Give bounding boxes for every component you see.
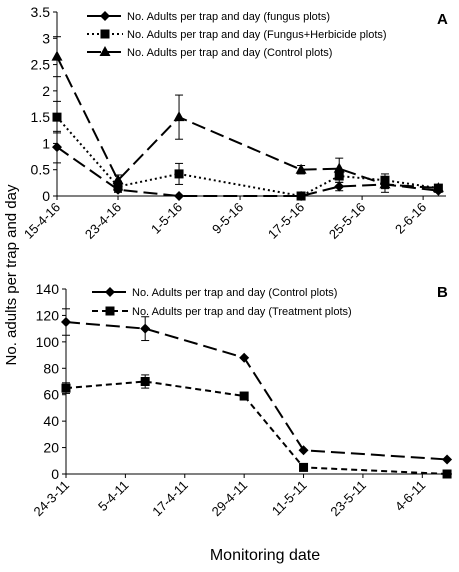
y-tick-label: 60 [43,387,59,403]
data-point [52,112,62,122]
y-tick-label: 80 [43,360,59,376]
x-tick-label: 15-4-16 [21,200,63,242]
data-point [334,181,345,192]
x-tick-label: 23-5-11 [327,478,369,520]
y-tick-label: 0 [51,466,59,482]
y-tick-label: 120 [36,307,60,323]
data-point [61,317,71,328]
x-tick-label: 24-3-11 [31,478,73,520]
y-tick-label: 20 [43,440,59,456]
data-point [239,391,249,401]
data-point [333,162,345,173]
series-2 [61,374,452,479]
chart-panel-a: 0 0.5 1 1.5 2 2.5 3 3.5 15-4-16 23-4-16 1-5-16 9-5-… [21,4,448,242]
legend-marker [100,29,110,39]
y-tick-label: 3 [42,30,50,46]
legend: No. Adults per trap and day (fungus plot… [87,11,387,59]
data-point [174,191,185,201]
data-point [140,323,151,334]
x-axis-label: Monitoring date [210,547,320,564]
y-tick-label: 0.5 [31,162,51,178]
legend-marker [105,306,115,316]
x-tick-label: 11-5-11 [269,478,310,519]
x-tick-label: 1-5-16 [148,200,185,237]
series-line [65,321,448,461]
y-tick-label: 140 [36,281,60,297]
legend-marker [105,287,115,297]
x-tick-label: 25-5-16 [326,200,368,242]
x-tick-label: 17-5-16 [265,200,307,242]
panel-label: A [437,11,448,28]
series-1 [61,308,453,465]
data-point [239,352,250,363]
legend: No. Adults per trap and day (Control plo… [92,287,352,318]
y-tick-label: 100 [36,334,60,350]
y-tick-label: 2.5 [31,57,51,73]
x-tick-label: 4-6-11 [392,478,429,515]
legend-entry: No. Adults per trap and day (fungus plot… [127,11,330,23]
y-tick-label: 0 [42,188,50,204]
legend-entry: No. Adults per trap and day (Control plo… [132,287,337,299]
data-point [295,163,307,174]
series-line [65,380,448,475]
data-point [61,383,71,393]
x-tick-label: 9-5-16 [209,200,246,237]
data-point [296,191,306,201]
data-point [113,182,123,192]
chart-panel-b: 0 20 40 60 80 100 120 140 24-3-11 5-4-11 17-4-11 29… [31,281,453,519]
y-axis-label: No. adults per trap and day [3,184,20,365]
legend-marker [99,46,111,56]
y-tick-label: 2 [42,83,50,99]
legend-entry: No. Adults per trap and day (Control plo… [127,47,332,59]
data-point [299,462,309,472]
data-point [173,111,185,122]
series-line [56,56,439,190]
data-point [379,178,391,189]
x-tick-label: 5-4-11 [95,478,132,515]
x-tick-label: 17-4-11 [149,478,191,520]
series-3 [51,36,444,193]
y-tick-label: 40 [43,413,59,429]
data-point [432,182,444,193]
y-tick-label: 1.5 [31,109,51,125]
legend-entry: No. Adults per trap and day (Treatment p… [132,306,352,318]
y-tick-label: 1 [42,135,50,151]
data-point [51,50,63,61]
data-point [442,469,452,479]
data-point [140,377,150,386]
data-point [52,142,62,153]
y-tick-label: 3.5 [31,4,51,20]
legend-marker [100,11,110,21]
data-point [174,169,184,179]
data-point [112,174,124,185]
x-tick-label: 29-4-11 [209,478,251,520]
x-tick-label: 2-6-16 [392,200,429,237]
data-point [442,454,453,465]
x-tick-label: 23-4-16 [82,200,124,242]
data-point [298,445,309,456]
legend-entry: No. Adults per trap and day (Fungus+Herb… [127,29,387,41]
panel-label: B [437,284,448,301]
